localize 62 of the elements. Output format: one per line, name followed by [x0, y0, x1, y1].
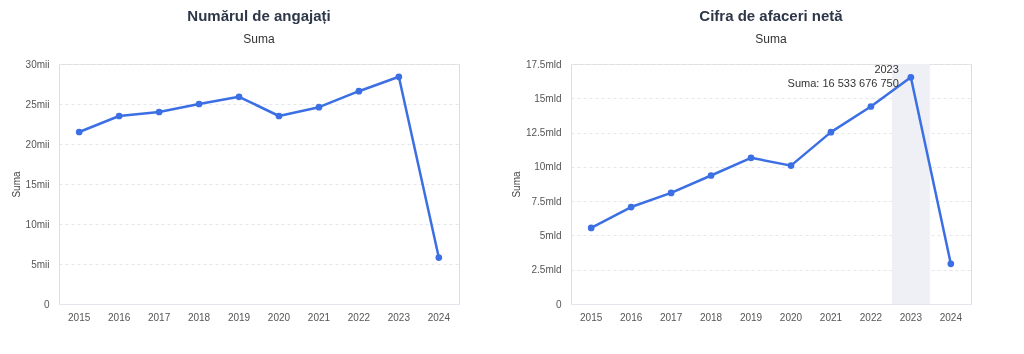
point	[787, 162, 795, 169]
y-tick-label: 5mii	[31, 258, 50, 270]
annotation: 2023 Suma: 16 533 676 750	[787, 63, 899, 90]
x-tick-label: 2024	[427, 311, 451, 323]
x-tick-label: 2015	[68, 311, 91, 323]
point	[435, 254, 443, 261]
point	[235, 93, 243, 101]
point	[155, 108, 163, 116]
y-tick-label: 15mld	[534, 92, 562, 104]
x-tick-label: 2016	[108, 311, 131, 323]
chart-title: Numărul de angajați	[187, 7, 331, 24]
point	[667, 189, 675, 197]
chart-subtitle: Suma	[755, 32, 787, 46]
y-tick-label: 0	[43, 298, 50, 310]
point	[947, 260, 955, 268]
x-tick-label: 2020	[779, 311, 803, 323]
y-tick-label: 7.5mld	[531, 195, 562, 207]
y-tick-label: 10mld	[534, 161, 562, 173]
point	[75, 128, 83, 136]
y-tick-label: 25mii	[25, 98, 50, 110]
point	[707, 172, 715, 179]
chart-subtitle: Suma	[243, 32, 275, 46]
x-tick-label: 2015	[580, 311, 603, 323]
y-tick-label: 30mii	[25, 58, 50, 70]
point	[275, 112, 283, 120]
x-tick-label: 2024	[939, 311, 963, 323]
point	[747, 154, 755, 162]
y-tick-label: 17.5mld	[525, 58, 562, 70]
chart-title: Cifra de afaceri netă	[699, 7, 844, 24]
point	[355, 87, 363, 95]
point	[395, 73, 403, 81]
x-tick-label: 2016	[620, 311, 643, 323]
x-tick-label: 2020	[267, 311, 291, 323]
y-tick-label: 20mii	[25, 138, 50, 150]
y-axis-title: Suma	[10, 171, 22, 198]
x-tick-label: 2019	[739, 311, 763, 323]
point	[315, 103, 323, 111]
y-tick-label: 5mld	[539, 229, 562, 241]
x-tick-label: 2023	[387, 311, 411, 323]
x-tick-label: 2021	[819, 311, 843, 323]
point	[827, 128, 835, 136]
x-tick-label: 2017	[659, 311, 683, 323]
point	[627, 203, 635, 211]
x-tick-label: 2018	[699, 311, 723, 323]
x-tick-label: 2018	[187, 311, 211, 323]
point	[587, 224, 595, 232]
y-tick-label: 12.5mld	[525, 127, 562, 139]
point	[115, 112, 123, 120]
y-tick-label: 0	[555, 298, 562, 310]
x-tick-label: 2021	[307, 311, 331, 323]
x-tick-label: 2017	[147, 311, 171, 323]
y-axis-title: Suma	[510, 171, 522, 198]
x-tick-label: 2022	[859, 311, 883, 323]
point	[867, 103, 875, 110]
y-tick-label: 10mii	[25, 218, 50, 230]
point	[195, 100, 203, 108]
y-tick-label: 15mii	[25, 178, 50, 190]
point	[907, 73, 915, 81]
x-tick-label: 2023	[899, 311, 923, 323]
x-tick-label: 2022	[347, 311, 371, 323]
y-tick-label: 2.5mld	[531, 264, 562, 276]
x-tick-label: 2019	[227, 311, 251, 323]
